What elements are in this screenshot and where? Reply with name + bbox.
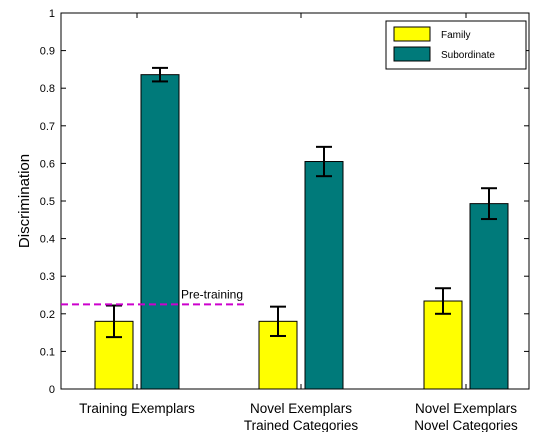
- y-tick-label: 0.2: [40, 309, 55, 321]
- y-tick-label: 0.8: [40, 83, 55, 95]
- y-tick-label: 0.7: [40, 121, 55, 133]
- bar-subordinate-2: [469, 203, 509, 390]
- y-tick-label: 0.4: [40, 234, 55, 246]
- bar-subordinate-0: [140, 74, 180, 390]
- x-category-label: Trained Categories: [244, 418, 359, 432]
- pre-training-label: Pre-training: [181, 287, 243, 301]
- y-tick-label: 0.1: [40, 346, 55, 358]
- x-category-label: Novel Exemplars: [250, 401, 352, 416]
- bars-layer: [94, 74, 509, 390]
- legend: Family Subordinate: [385, 20, 527, 70]
- labels-layer: 0 0.1 0.2 0.3 0.4 0.5 0.6 0.7 0.8 0.9 1 Discriminat…: [16, 8, 518, 432]
- x-category-label: Training Exemplars: [79, 401, 195, 416]
- y-tick-label: 1: [49, 8, 55, 20]
- legend-label-family: Family: [441, 30, 470, 41]
- y-tick-label: 0.3: [40, 271, 55, 283]
- y-tick-label: 0.9: [40, 46, 55, 58]
- legend-swatch-family: [393, 26, 431, 42]
- y-tick-label: 0.5: [40, 196, 55, 208]
- y-axis-label: Discrimination: [16, 154, 33, 248]
- legend-label-subordinate: Subordinate: [441, 50, 495, 61]
- bar-subordinate-1: [304, 161, 344, 390]
- y-tick-label: 0: [49, 384, 55, 396]
- y-tick-label: 0.6: [40, 158, 55, 170]
- x-category-label: Novel Exemplars: [415, 401, 517, 416]
- bar-family-2: [423, 300, 463, 390]
- legend-swatch-subordinate: [393, 46, 431, 62]
- errorbars-layer: [106, 66, 497, 339]
- x-category-label: Novel Categories: [414, 418, 518, 432]
